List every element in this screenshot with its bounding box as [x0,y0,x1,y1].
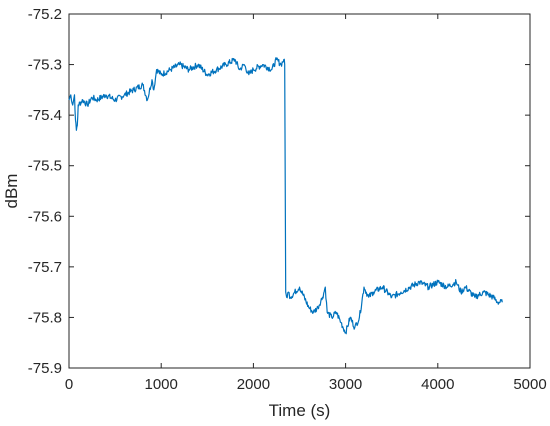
axes-box [68,13,531,369]
x-axis-label: Time (s) [269,401,331,420]
x-axis: 0 1000 2000 3000 4000 5000 [65,14,547,393]
x-tick-label: 0 [65,376,73,393]
series-line [68,57,503,335]
y-axis: -75.9 -75.8 -75.7 -75.6 -75.5 -75.4 -75.3 -75.2 [28,6,530,377]
y-tick-label: -75.3 [28,57,62,74]
x-tick-label: 3000 [329,376,362,393]
x-tick-label: 5000 [513,376,546,393]
y-axis-label: dBm [2,174,21,209]
y-tick-label: -75.9 [28,360,62,377]
y-tick-label: -75.7 [28,259,62,276]
y-tick-label: -75.5 [28,158,62,175]
y-tick-label: -75.8 [28,309,62,326]
y-tick-label: -75.2 [28,6,62,23]
x-tick-label: 2000 [237,376,270,393]
x-tick-label: 1000 [145,376,178,393]
plot-area: -75.9 -75.8 -75.7 -75.6 -75.5 -75.4 -75.3 -75.2… [28,6,547,393]
y-tick-label: -75.4 [28,107,62,124]
y-tick-label: -75.6 [28,208,62,225]
x-tick-label: 4000 [421,376,454,393]
